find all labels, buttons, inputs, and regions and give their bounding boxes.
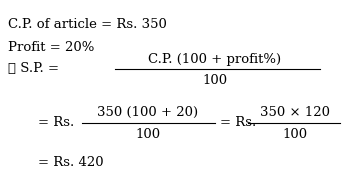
- Text: 100: 100: [283, 129, 307, 142]
- Text: = Rs.: = Rs.: [38, 117, 74, 129]
- Text: 350 (100 + 20): 350 (100 + 20): [97, 105, 199, 118]
- Text: Profit = 20%: Profit = 20%: [8, 41, 95, 54]
- Text: C.P. of article = Rs. 350: C.P. of article = Rs. 350: [8, 18, 167, 31]
- Text: C.P. (100 + profit%): C.P. (100 + profit%): [148, 53, 282, 66]
- Text: 100: 100: [136, 129, 160, 142]
- Text: = Rs.: = Rs.: [220, 117, 256, 129]
- Text: = Rs. 420: = Rs. 420: [38, 156, 104, 169]
- Text: 350 × 120: 350 × 120: [260, 105, 330, 118]
- Text: ∴ S.P. =: ∴ S.P. =: [8, 62, 59, 75]
- Text: 100: 100: [203, 74, 228, 87]
